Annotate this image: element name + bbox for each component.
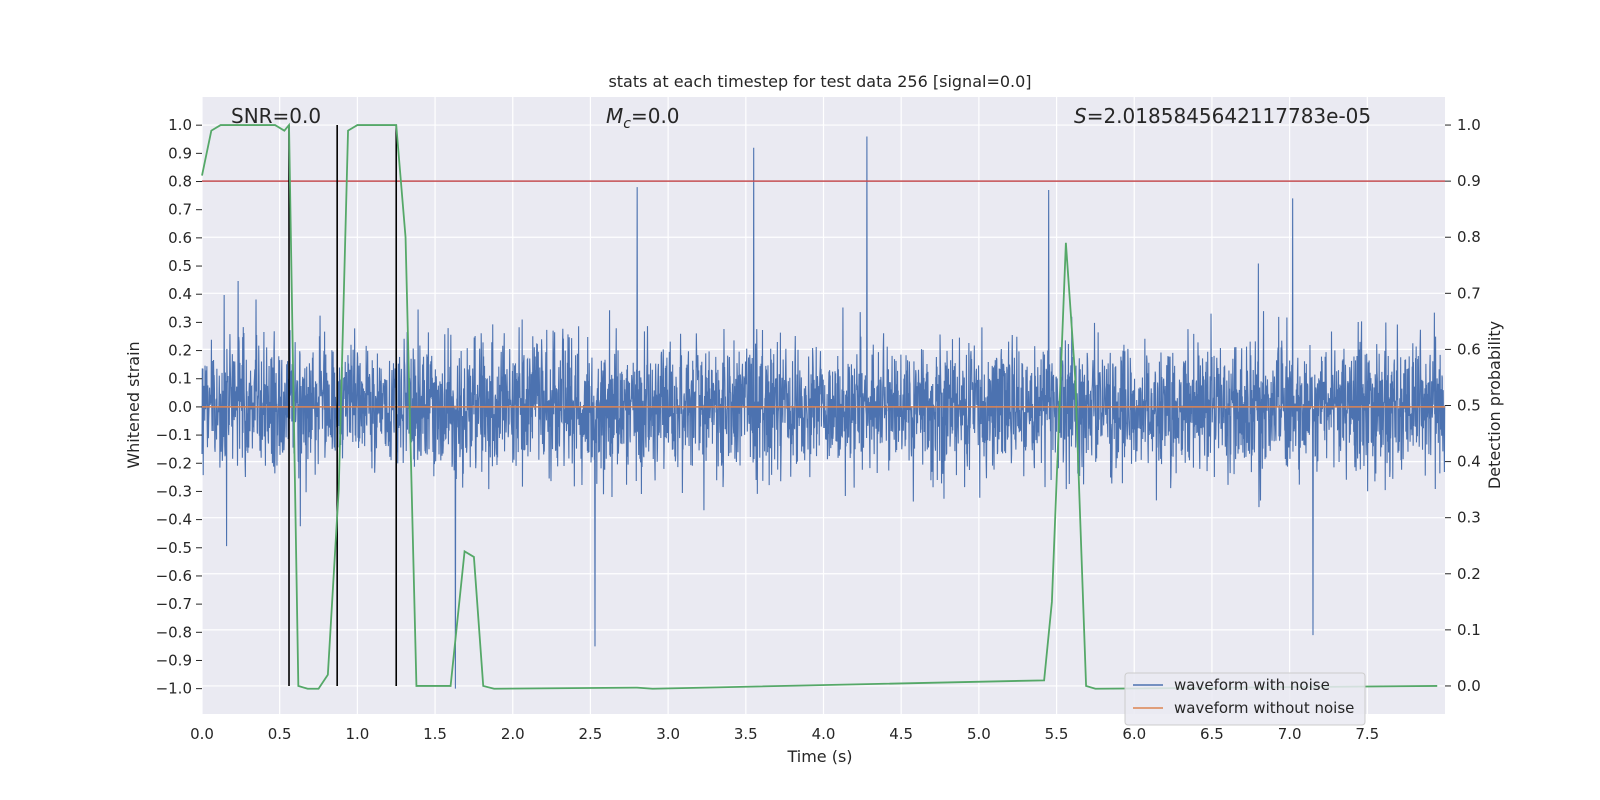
- x-tick-label: 6.0: [1122, 725, 1146, 743]
- chirp-mass-subscript: c: [623, 116, 631, 132]
- x-tick-label: 6.5: [1200, 725, 1224, 743]
- y-tick-label: 1.0: [168, 116, 192, 134]
- y2-tick-label: 1.0: [1457, 116, 1481, 134]
- y-tick-label: 0.4: [168, 285, 192, 303]
- y-tick-label: −0.4: [156, 511, 192, 529]
- y2-tick-label: 0.7: [1457, 284, 1481, 302]
- y2-tick-label: 0.9: [1457, 172, 1481, 190]
- s-symbol: S: [1074, 104, 1087, 128]
- x-tick-label: 0.0: [190, 725, 214, 743]
- y-tick-label: −0.8: [156, 623, 192, 641]
- y-tick-label: −0.6: [156, 567, 192, 585]
- x-tick-label: 3.0: [656, 725, 680, 743]
- y-tick-label: 0.0: [168, 398, 192, 416]
- overlay-lines: [201, 122, 1445, 690]
- x-tick-label: 2.0: [501, 725, 525, 743]
- y2-tick-label: 0.5: [1457, 397, 1481, 415]
- x-tick-label: 7.5: [1355, 725, 1379, 743]
- y-tick-label: −0.1: [156, 426, 192, 444]
- y-tick-label: −0.7: [156, 595, 192, 613]
- x-tick-label: 5.5: [1045, 725, 1069, 743]
- x-tick-label: 4.5: [889, 725, 913, 743]
- y2-tick-label: 0.4: [1457, 453, 1481, 471]
- snr-annotation: SNR=0.0: [231, 104, 321, 128]
- x-tick-label: 0.5: [268, 725, 292, 743]
- y-tick-label: −0.2: [156, 454, 192, 472]
- y-tick-label: 0.2: [168, 342, 192, 360]
- x-axis-label: Time (s): [786, 747, 852, 766]
- chirp-mass-annotation: Mc=0.0: [606, 104, 680, 132]
- y-tick-label: 0.9: [168, 144, 192, 162]
- x-tick-label: 5.0: [967, 725, 991, 743]
- y2-tick-label: 0.0: [1457, 677, 1481, 695]
- y-tick-label: 0.8: [168, 173, 192, 191]
- y-tick-label: −1.0: [156, 680, 192, 698]
- s-value: =2.0185845642117783e-05: [1087, 104, 1371, 128]
- x-axis-ticks: 0.0 0.5 1.0 1.5 2.0 2.5 3.0 3.5 4.0 4.5 5.0 5.5 6.0 6…: [190, 725, 1379, 743]
- y-tick-label: −0.5: [156, 539, 192, 557]
- chirp-mass-value: =0.0: [631, 104, 680, 128]
- y-tick-label: −0.9: [156, 651, 192, 669]
- y2-axis-ticks: 1.0 0.9 0.8 0.7 0.6 0.5 0.4 0.3 0.2 0.1 0.0: [1445, 116, 1481, 695]
- y2-tick-label: 0.3: [1457, 509, 1481, 527]
- snr-statistic-annotation: S=2.0185845642117783e-05: [1074, 104, 1371, 128]
- chirp-mass-symbol: M: [606, 104, 623, 128]
- x-tick-label: 1.0: [345, 725, 369, 743]
- y-tick-label: −0.3: [156, 482, 192, 500]
- legend-box: [1124, 672, 1366, 726]
- y2-tick-label: 0.6: [1457, 340, 1481, 358]
- x-tick-label: 7.0: [1278, 725, 1302, 743]
- y2-tick-label: 0.1: [1457, 621, 1481, 639]
- y2-tick-label: 0.8: [1457, 228, 1481, 246]
- y2-tick-label: 0.2: [1457, 565, 1481, 583]
- x-tick-label: 3.5: [734, 725, 758, 743]
- legend-label-noise: waveform with noise: [1174, 676, 1330, 694]
- y2-axis-label: Detection probability: [1485, 321, 1504, 489]
- y-tick-label: 0.5: [168, 257, 192, 275]
- y-tick-label: 0.1: [168, 370, 192, 388]
- detection-probability-line: [201, 122, 1438, 690]
- x-tick-label: 2.5: [579, 725, 603, 743]
- legend-label-clean: waveform without noise: [1174, 699, 1354, 717]
- y-axis-label: Whitened strain: [124, 341, 143, 468]
- x-tick-label: 4.0: [812, 725, 836, 743]
- chart-title: stats at each timestep for test data 256…: [608, 72, 1031, 91]
- x-tick-label: 1.5: [423, 725, 447, 743]
- legend: waveform with noise waveform without noi…: [1124, 672, 1366, 726]
- y-tick-label: 0.6: [168, 229, 192, 247]
- y-axis-ticks: 1.0 0.9 0.8 0.7 0.6 0.5 0.4 0.3 0.2 0.1 0.0 −0.1 −0.…: [156, 116, 202, 698]
- y-tick-label: 0.3: [168, 313, 192, 331]
- y-tick-label: 0.7: [168, 201, 192, 219]
